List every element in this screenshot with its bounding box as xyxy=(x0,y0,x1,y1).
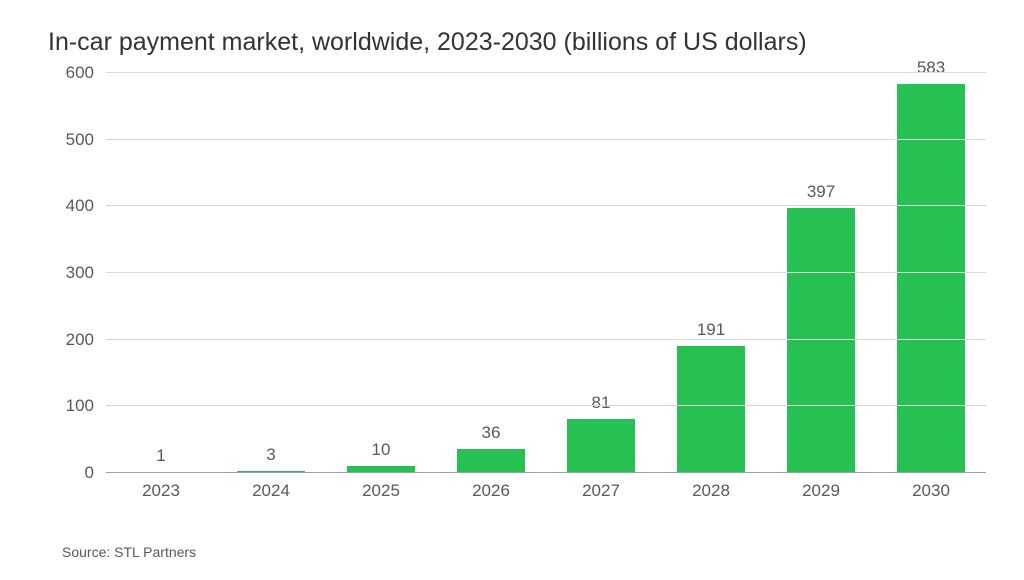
bar-slot: 81 xyxy=(546,73,656,473)
bar: 191 xyxy=(677,346,745,473)
x-tick-label: 2029 xyxy=(766,473,876,513)
bar-value-label: 397 xyxy=(807,182,835,202)
bar-slot: 10 xyxy=(326,73,436,473)
bar: 81 xyxy=(567,419,635,473)
bar-value-label: 36 xyxy=(482,423,501,443)
bar-slot: 191 xyxy=(656,73,766,473)
y-tick-label: 100 xyxy=(66,396,106,416)
bar-slot: 36 xyxy=(436,73,546,473)
bar-value-label: 1 xyxy=(156,446,165,466)
plot-area: 13103681191397583 0100200300400500600 xyxy=(106,73,986,473)
chart-area: 13103681191397583 0100200300400500600 20… xyxy=(48,73,986,513)
y-tick-label: 200 xyxy=(66,330,106,350)
bar-value-label: 583 xyxy=(917,58,945,78)
chart-container: In-car payment market, worldwide, 2023-2… xyxy=(0,0,1024,580)
gridline xyxy=(106,272,986,273)
y-tick-label: 0 xyxy=(85,463,106,483)
x-axis-labels: 20232024202520262027202820292030 xyxy=(106,473,986,513)
bar-slot: 1 xyxy=(106,73,216,473)
y-tick-label: 600 xyxy=(66,63,106,83)
gridline xyxy=(106,72,986,73)
y-tick-label: 500 xyxy=(66,130,106,150)
y-tick-label: 300 xyxy=(66,263,106,283)
bar: 583 xyxy=(897,84,965,473)
x-tick-label: 2026 xyxy=(436,473,546,513)
bar-slot: 583 xyxy=(876,73,986,473)
bar-slot: 397 xyxy=(766,73,876,473)
gridline xyxy=(106,205,986,206)
x-tick-label: 2023 xyxy=(106,473,216,513)
x-tick-label: 2027 xyxy=(546,473,656,513)
y-tick-label: 400 xyxy=(66,196,106,216)
x-tick-label: 2030 xyxy=(876,473,986,513)
bar-value-label: 10 xyxy=(372,440,391,460)
bar-value-label: 191 xyxy=(697,320,725,340)
bar-value-label: 3 xyxy=(266,445,275,465)
bar-value-label: 81 xyxy=(592,393,611,413)
source-attribution: Source: STL Partners xyxy=(62,544,196,560)
chart-title: In-car payment market, worldwide, 2023-2… xyxy=(48,28,1024,57)
x-tick-label: 2028 xyxy=(656,473,766,513)
x-tick-label: 2024 xyxy=(216,473,326,513)
bar: 397 xyxy=(787,208,855,473)
gridline xyxy=(106,339,986,340)
x-tick-label: 2025 xyxy=(326,473,436,513)
gridline xyxy=(106,405,986,406)
bar: 36 xyxy=(457,449,525,473)
bar-slot: 3 xyxy=(216,73,326,473)
bars-group: 1 3 10 36 81 191 397 583 xyxy=(106,73,986,473)
gridline xyxy=(106,139,986,140)
